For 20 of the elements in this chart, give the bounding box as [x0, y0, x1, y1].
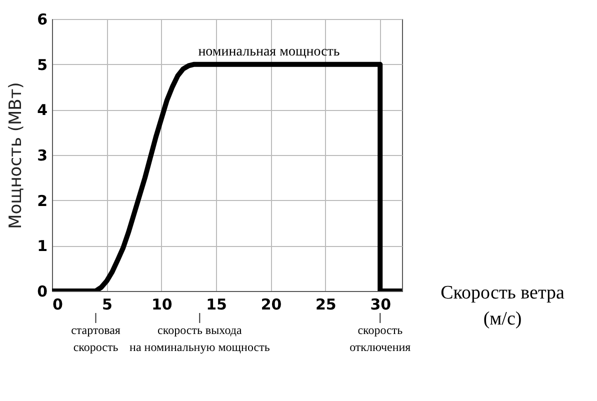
y-tick-label: 0 [37, 282, 48, 300]
x-tick-label: 20 [260, 296, 282, 314]
y-tick-label: 1 [37, 237, 48, 256]
x-tick-label: 15 [206, 296, 227, 314]
x-tick-label: 25 [316, 296, 336, 314]
y-axis-title: Мощность (МВт) [6, 82, 26, 229]
y-tick-label: 2 [37, 192, 48, 210]
annotation: номинальная мощность [198, 44, 340, 60]
x-tick-label: 5 [102, 296, 112, 314]
x-tick-label: 10 [151, 296, 172, 314]
ref-line-label: стартовая скорость [71, 323, 121, 354]
y-tick-label: 4 [37, 101, 48, 120]
ref-line-label: скорость выхода на номинальную мощность [130, 323, 270, 354]
x-tick-label: 30 [370, 296, 392, 314]
ref-line-label: скорость отключения [350, 323, 412, 354]
x-tick-label: 0 [52, 296, 63, 314]
y-tick-label: 6 [37, 10, 48, 28]
x-axis-title: Скорость ветра (м/с) [440, 282, 565, 330]
y-tick-label: 3 [37, 146, 48, 164]
y-tick-label: 5 [37, 56, 48, 74]
